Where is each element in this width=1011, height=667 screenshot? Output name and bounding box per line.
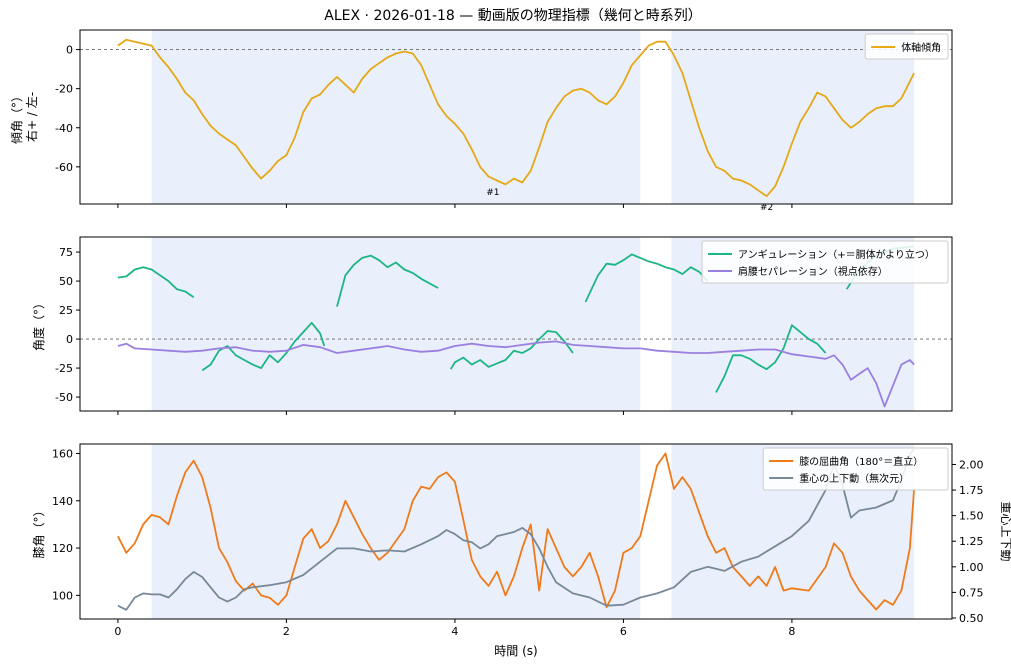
- series-line: [117, 448, 915, 611]
- plot-frame: [79, 443, 953, 620]
- x-tick-label: 6: [620, 625, 627, 638]
- x-axis-label: 時間 (s): [494, 644, 537, 658]
- y-right-tick-label: 2.00: [959, 458, 984, 471]
- y-axis-label: 膝角（°）: [32, 504, 46, 558]
- series-line: [117, 266, 195, 299]
- legend-frame: [701, 240, 949, 284]
- y-tick-label: 25: [59, 304, 73, 317]
- series-line: [117, 38, 915, 198]
- y-right-tick-label: 0.75: [959, 586, 984, 599]
- x-tick-label: 0: [114, 625, 121, 638]
- y-tick-label: -20: [55, 83, 73, 96]
- y-tick-label: 75: [59, 246, 73, 259]
- panel-2: 75 50 25 0 -25 -50 角度（°） アンギュレーション（+＝胴体がより立つ） 肩腰…: [31, 236, 953, 415]
- y-right-axis-label: 重心上下動: [999, 501, 1011, 561]
- annotation: #1: [486, 188, 499, 198]
- legend-entry: 膝の屈曲角（180°＝直立）: [799, 455, 923, 468]
- y-right-tick-label: 1.50: [959, 510, 984, 523]
- series-line: [117, 452, 915, 611]
- annotation: #2: [760, 203, 773, 213]
- y-tick-label: 140: [52, 495, 73, 508]
- y-axis-label: 右+ / 左-: [24, 92, 39, 142]
- series-line: [449, 330, 574, 370]
- legend: 膝の屈曲角（180°＝直立） 重心の上下動（無次元）: [762, 447, 949, 491]
- plot-frame: [79, 236, 953, 412]
- legend-frame: [762, 447, 949, 491]
- legend: アンギュレーション（+＝胴体がより立つ） 肩腰セパレーション（視点依存）: [701, 240, 949, 284]
- y-axis-label: 角度（°）: [31, 297, 46, 351]
- y-axis-label: 傾角（°）: [10, 90, 24, 144]
- y-tick-label: 160: [52, 447, 73, 460]
- legend-entry: 肩腰セパレーション（視点依存）: [738, 265, 888, 278]
- legend: 体軸傾角: [864, 33, 949, 60]
- panel-1: #1 #2 0 -20 -40 -60 傾角（°） 右+ / 左- 体軸傾角: [10, 29, 953, 213]
- x-tick-label: 2: [283, 625, 290, 638]
- chart-title: ALEX · 2026-01-18 — 動画版の物理指標（幾何と時系列）: [324, 8, 701, 24]
- y-tick-label: 0: [66, 333, 73, 346]
- y-tick-label: 50: [59, 275, 73, 288]
- y-tick-label: 120: [52, 542, 73, 555]
- legend-entry: 体軸傾角: [901, 41, 941, 54]
- y-right-tick-label: 1.00: [959, 561, 984, 574]
- y-tick-label: -50: [55, 391, 73, 404]
- x-tick-label: 4: [451, 625, 458, 638]
- legend-entry: アンギュレーション（+＝胴体がより立つ）: [738, 248, 935, 261]
- y-tick-label: -60: [55, 161, 73, 174]
- legend-frame: [864, 33, 949, 60]
- shaded-region: [151, 444, 641, 619]
- y-right-tick-label: 1.75: [959, 484, 984, 497]
- y-tick-label: -25: [55, 362, 73, 375]
- y-tick-label: 0: [66, 44, 73, 57]
- y-tick-label: 100: [52, 589, 73, 602]
- y-right-tick-label: 1.25: [959, 535, 984, 548]
- y-tick-label: -40: [55, 122, 73, 135]
- shaded-region: [151, 237, 641, 411]
- series-line: [117, 340, 915, 408]
- shaded-region: [151, 30, 641, 204]
- series-line: [584, 253, 709, 303]
- x-tick-label: 8: [788, 625, 795, 638]
- legend-entry: 重心の上下動（無次元）: [799, 472, 909, 485]
- y-right-tick-label: 0.50: [959, 612, 984, 625]
- series-line: [715, 324, 827, 393]
- series-line: [336, 254, 439, 307]
- plot-frame: [79, 29, 953, 205]
- panel-3: 0 2 4 6 8 100 120 140 160 0.50 0.75 1.00 1.25 1.50 1.7…: [32, 443, 1011, 638]
